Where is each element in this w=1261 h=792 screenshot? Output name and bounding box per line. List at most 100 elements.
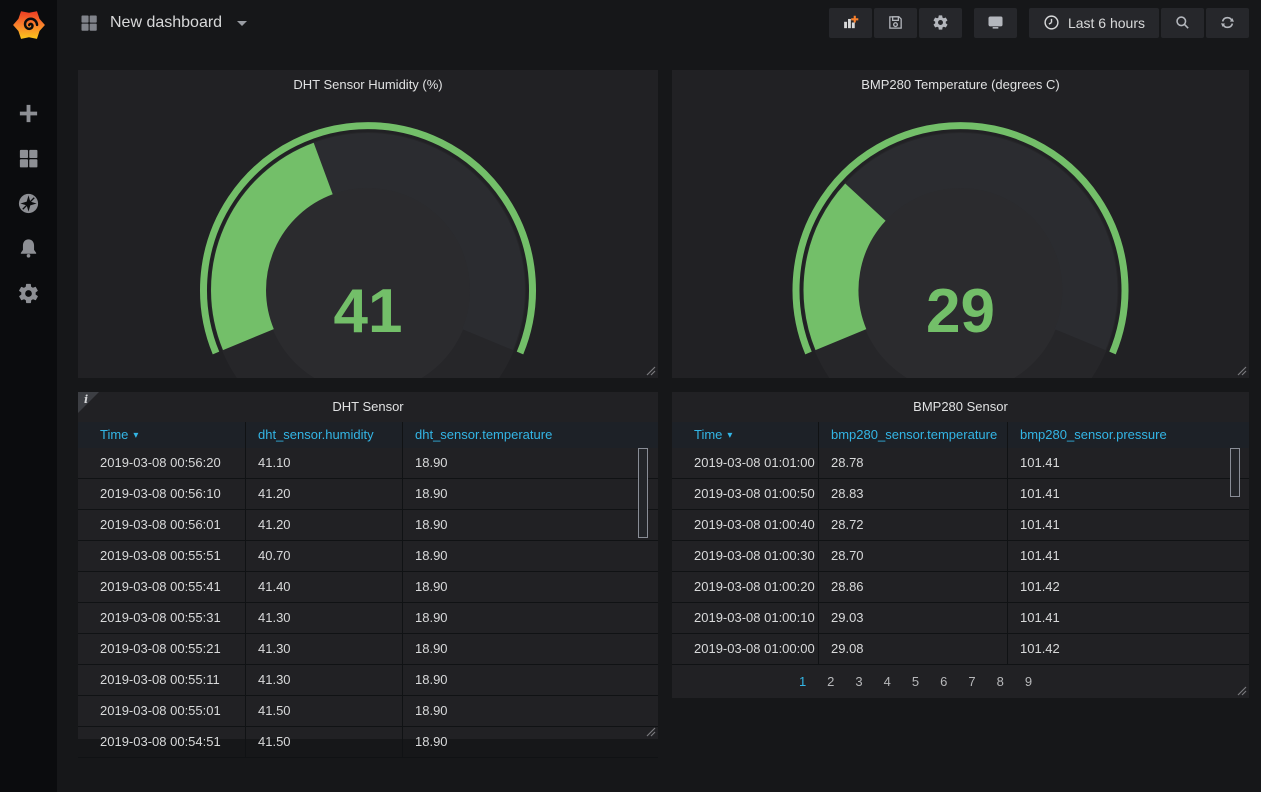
table-cell: 2019-03-08 00:55:01	[78, 696, 246, 726]
table-cell: 41.20	[246, 479, 403, 509]
dashboard-settings-button[interactable]	[919, 8, 962, 38]
table-cell: 28.70	[819, 541, 1008, 571]
table-row: 2019-03-08 00:56:1041.2018.90	[78, 479, 658, 510]
page-number[interactable]: 9	[1025, 674, 1032, 689]
table-cell: 40.70	[246, 541, 403, 571]
table-cell: 41.20	[246, 510, 403, 540]
refresh-icon	[1219, 14, 1236, 31]
grafana-logo[interactable]	[0, 0, 57, 50]
column-header[interactable]: dht_sensor.humidity	[246, 422, 403, 448]
sidebar	[0, 0, 57, 792]
table-cell: 101.41	[1008, 541, 1249, 571]
sidebar-item-configuration[interactable]	[0, 271, 57, 316]
page-number[interactable]: 6	[940, 674, 947, 689]
table-scrollbar[interactable]	[1230, 448, 1240, 497]
humidity-gauge: 41	[78, 70, 658, 378]
column-header[interactable]: bmp280_sensor.temperature	[819, 422, 1008, 448]
page-number[interactable]: 2	[827, 674, 834, 689]
table-cell: 2019-03-08 01:00:50	[672, 479, 819, 509]
table-header-row: Time▾dht_sensor.humiditydht_sensor.tempe…	[78, 422, 658, 448]
info-icon: i	[84, 393, 88, 406]
zoom-out-button[interactable]	[1161, 8, 1204, 38]
page-number[interactable]: 5	[912, 674, 919, 689]
resize-handle-icon[interactable]	[1237, 686, 1247, 696]
table-scrollbar[interactable]	[638, 448, 648, 538]
page-number[interactable]: 4	[884, 674, 891, 689]
svg-text:29: 29	[926, 277, 995, 346]
table-row: 2019-03-08 00:55:0141.5018.90	[78, 696, 658, 727]
save-icon	[887, 14, 904, 31]
column-header[interactable]: bmp280_sensor.pressure	[1008, 422, 1249, 448]
sidebar-item-alerting[interactable]	[0, 226, 57, 271]
table-row: 2019-03-08 00:54:5141.5018.90	[78, 727, 658, 758]
table-row: 2019-03-08 00:55:4141.4018.90	[78, 572, 658, 603]
cycle-view-mode-button[interactable]	[974, 8, 1017, 38]
table-row: 2019-03-08 01:00:0029.08101.42	[672, 634, 1249, 665]
table-cell: 2019-03-08 00:54:51	[78, 727, 246, 757]
plus-icon	[17, 102, 40, 125]
table-cell: 101.41	[1008, 510, 1249, 540]
tv-monitor-icon	[987, 14, 1004, 31]
column-header[interactable]: Time▾	[78, 422, 246, 448]
panel-title[interactable]: DHT Sensor	[78, 392, 658, 422]
page-number[interactable]: 7	[968, 674, 975, 689]
dht-sensor-table: Time▾dht_sensor.humiditydht_sensor.tempe…	[78, 422, 658, 765]
table-cell: 28.72	[819, 510, 1008, 540]
save-dashboard-button[interactable]	[874, 8, 917, 38]
table-cell: 2019-03-08 01:00:20	[672, 572, 819, 602]
sidebar-item-dashboards[interactable]	[0, 136, 57, 181]
dashboard-grid-icon	[79, 13, 99, 33]
table-row: 2019-03-08 00:56:2041.1018.90	[78, 448, 658, 479]
table-cell: 18.90	[403, 510, 658, 540]
panel-title[interactable]: BMP280 Temperature (degrees C)	[672, 70, 1249, 100]
table-row: 2019-03-08 00:55:2141.3018.90	[78, 634, 658, 665]
table-cell: 2019-03-08 01:01:00	[672, 448, 819, 478]
sort-desc-icon: ▾	[727, 423, 732, 448]
table-cell: 18.90	[403, 696, 658, 726]
table-cell: 18.90	[403, 665, 658, 695]
resize-handle-icon[interactable]	[1237, 366, 1247, 376]
resize-handle-icon[interactable]	[646, 727, 656, 737]
table-cell: 2019-03-08 00:56:01	[78, 510, 246, 540]
panel-title[interactable]: DHT Sensor Humidity (%)	[78, 70, 658, 100]
table-cell: 2019-03-08 00:55:41	[78, 572, 246, 602]
table-header-row: Time▾bmp280_sensor.temperaturebmp280_sen…	[672, 422, 1249, 448]
table-cell: 28.78	[819, 448, 1008, 478]
column-header[interactable]: Time▾	[672, 422, 819, 448]
table-row: 2019-03-08 01:00:4028.72101.41	[672, 510, 1249, 541]
grafana-flame-icon	[13, 8, 45, 42]
panel-title[interactable]: BMP280 Sensor	[672, 392, 1249, 422]
table-cell: 101.41	[1008, 603, 1249, 633]
column-header[interactable]: dht_sensor.temperature	[403, 422, 658, 448]
table-cell: 41.30	[246, 665, 403, 695]
sidebar-item-explore[interactable]	[0, 181, 57, 226]
table-cell: 2019-03-08 00:55:51	[78, 541, 246, 571]
table-row: 2019-03-08 01:00:5028.83101.41	[672, 479, 1249, 510]
refresh-button[interactable]	[1206, 8, 1249, 38]
add-panel-icon	[842, 14, 859, 31]
table-row: 2019-03-08 00:55:5140.7018.90	[78, 541, 658, 572]
table-row: 2019-03-08 01:00:2028.86101.42	[672, 572, 1249, 603]
table-cell: 2019-03-08 00:55:31	[78, 603, 246, 633]
temperature-gauge: 29	[672, 70, 1249, 378]
bell-icon	[17, 237, 40, 260]
table-row: 2019-03-08 00:56:0141.2018.90	[78, 510, 658, 541]
time-range-picker[interactable]: Last 6 hours	[1029, 8, 1159, 38]
clock-icon	[1043, 14, 1060, 31]
page-number[interactable]: 3	[855, 674, 862, 689]
panel-dht-sensor-table: i DHT Sensor Time▾dht_sensor.humiditydht…	[78, 392, 658, 739]
panel-bmp280-temperature-gauge: 29 BMP280 Temperature (degrees C)	[672, 70, 1249, 378]
table-cell: 2019-03-08 01:00:10	[672, 603, 819, 633]
table-cell: 28.86	[819, 572, 1008, 602]
table-cell: 2019-03-08 01:00:00	[672, 634, 819, 664]
page-number[interactable]: 1	[799, 674, 806, 689]
page-number[interactable]: 8	[997, 674, 1004, 689]
dashboard-title-dropdown[interactable]: New dashboard	[79, 13, 247, 33]
table-cell: 2019-03-08 01:00:40	[672, 510, 819, 540]
table-cell: 18.90	[403, 634, 658, 664]
panel-info-corner[interactable]: i	[78, 392, 100, 414]
add-panel-button[interactable]	[829, 8, 872, 38]
table-cell: 41.40	[246, 572, 403, 602]
sidebar-item-create[interactable]	[0, 91, 57, 136]
resize-handle-icon[interactable]	[646, 366, 656, 376]
